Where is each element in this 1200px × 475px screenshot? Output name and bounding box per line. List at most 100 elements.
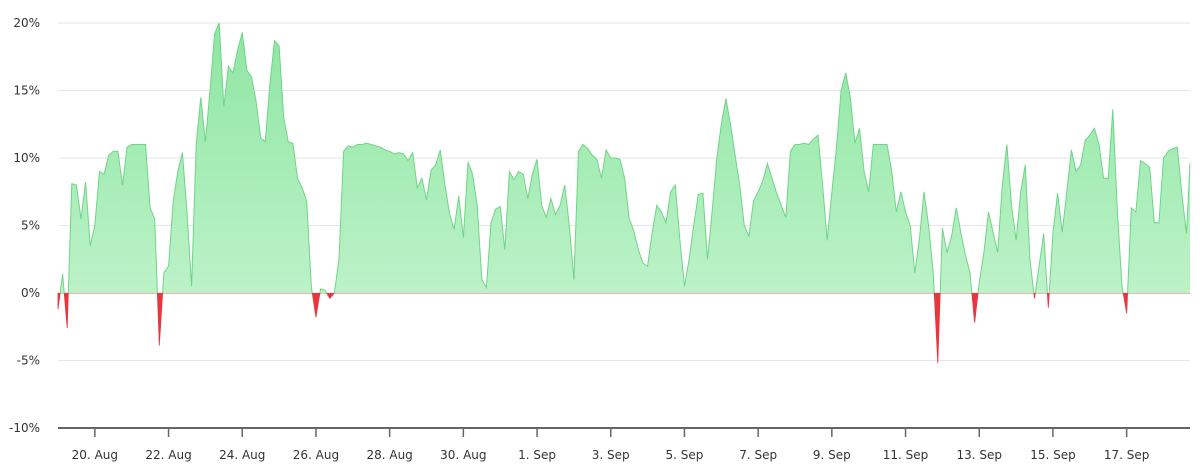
data-point	[651, 231, 653, 233]
data-point	[85, 181, 87, 183]
data-point	[315, 316, 317, 318]
data-point	[1176, 146, 1178, 148]
data-point	[158, 345, 160, 347]
data-point	[140, 144, 142, 146]
data-point	[776, 192, 778, 194]
data-point	[647, 265, 649, 267]
data-point	[310, 285, 312, 287]
data-point	[1011, 204, 1013, 206]
data-point	[1107, 177, 1109, 179]
data-point	[403, 153, 405, 155]
data-point	[702, 192, 704, 194]
data-point	[831, 191, 833, 193]
data-point	[237, 49, 239, 51]
data-point	[333, 292, 335, 294]
data-point	[720, 123, 722, 125]
x-tick-label: 13. Sep	[956, 448, 1002, 462]
data-point	[1149, 166, 1151, 168]
data-point	[416, 187, 418, 189]
data-point	[131, 144, 133, 146]
data-point	[370, 144, 372, 146]
data-point	[485, 287, 487, 289]
data-point	[320, 288, 322, 290]
y-tick-label: 20%	[13, 16, 40, 30]
data-point	[559, 204, 561, 206]
data-point	[274, 40, 276, 42]
data-point	[780, 204, 782, 206]
data-point	[1066, 191, 1068, 193]
data-point	[439, 149, 441, 151]
data-point	[633, 230, 635, 232]
data-point	[522, 173, 524, 175]
data-point	[481, 279, 483, 281]
data-point	[366, 142, 368, 144]
data-point	[490, 222, 492, 224]
data-point	[614, 157, 616, 159]
data-point	[297, 177, 299, 179]
x-tick-label: 7. Sep	[739, 448, 777, 462]
data-point	[960, 231, 962, 233]
data-point	[531, 173, 533, 175]
data-point	[628, 218, 630, 220]
data-point	[642, 262, 644, 264]
data-point	[89, 245, 91, 247]
data-point	[974, 322, 976, 324]
data-point	[1189, 162, 1191, 164]
data-point	[684, 285, 686, 287]
data-point	[923, 191, 925, 193]
data-point	[877, 144, 879, 146]
data-point	[868, 191, 870, 193]
data-point	[988, 211, 990, 213]
data-point	[909, 225, 911, 227]
data-point	[223, 106, 225, 108]
data-point	[1181, 193, 1183, 195]
data-point	[992, 231, 994, 233]
data-point	[619, 158, 621, 160]
data-point	[762, 180, 764, 182]
data-point	[1084, 139, 1086, 141]
data-point	[799, 144, 801, 146]
data-point	[168, 265, 170, 267]
x-tick-label: 5. Sep	[666, 448, 704, 462]
data-point	[407, 160, 409, 162]
data-point	[398, 152, 400, 154]
data-point	[246, 69, 248, 71]
data-point	[508, 171, 510, 173]
x-tick-label: 15. Sep	[1030, 448, 1076, 462]
data-point	[582, 144, 584, 146]
series-area	[57, 22, 1191, 364]
data-point	[895, 211, 897, 213]
data-point	[1020, 191, 1022, 193]
data-point	[269, 83, 271, 85]
data-point	[932, 272, 934, 274]
data-point	[941, 227, 943, 229]
data-point	[347, 145, 349, 147]
data-point	[80, 218, 82, 220]
positive-area	[58, 23, 1190, 293]
data-point	[937, 362, 939, 364]
data-point	[978, 281, 980, 283]
data-point	[218, 22, 220, 24]
data-point	[241, 31, 243, 33]
data-point	[430, 169, 432, 171]
data-point	[679, 238, 681, 240]
data-point	[255, 100, 257, 102]
data-point	[209, 90, 211, 92]
data-point	[292, 142, 294, 144]
data-point	[914, 272, 916, 274]
data-point	[555, 214, 557, 216]
data-point	[808, 144, 810, 146]
data-point	[1080, 164, 1082, 166]
data-point	[587, 148, 589, 150]
data-point	[1047, 307, 1049, 309]
data-point	[568, 225, 570, 227]
y-tick-label: 15%	[13, 84, 40, 98]
y-tick-label: 10%	[13, 151, 40, 165]
data-point	[601, 177, 603, 179]
data-point	[435, 164, 437, 166]
data-point	[716, 158, 718, 160]
data-point	[301, 187, 303, 189]
data-point	[812, 138, 814, 140]
data-point	[536, 158, 538, 160]
data-point	[264, 141, 266, 143]
